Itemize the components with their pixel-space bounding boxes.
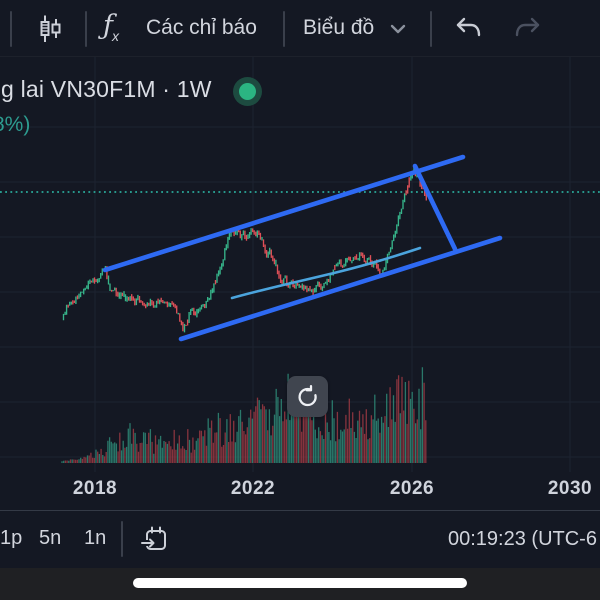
market-status-dot[interactable] xyxy=(233,77,262,106)
candlestick-style-icon xyxy=(40,15,61,42)
indicators-label: Các chỉ báo xyxy=(146,16,257,39)
upper-channel-line[interactable] xyxy=(102,154,466,273)
toolbar-divider xyxy=(283,11,285,47)
toolbar-divider xyxy=(85,11,87,47)
price-chart[interactable] xyxy=(0,57,600,510)
session-clock[interactable]: 00:19:23 (UTC-6 xyxy=(448,528,597,550)
goto-date-button[interactable] xyxy=(138,523,172,557)
x-axis-label: 2030 xyxy=(547,478,593,499)
toolbar-divider xyxy=(430,11,432,47)
system-bottom-strip xyxy=(0,568,600,600)
fx-indicators-icon: ƒx xyxy=(103,10,119,44)
top-toolbar: ƒx Các chỉ báo Biểu đồ xyxy=(0,0,600,57)
interval-button-1n[interactable]: 1n xyxy=(84,527,107,549)
bottom-toolbar: 1p 5n 1n 00:19:23 (UTC-6 xyxy=(0,511,600,568)
undo-button[interactable] xyxy=(452,14,484,44)
market-status-dot-core xyxy=(239,83,256,100)
symbol-title[interactable]: g lai VN30F1M · 1W xyxy=(1,76,212,102)
reset-view-icon xyxy=(297,384,317,406)
home-indicator[interactable] xyxy=(133,578,467,588)
redo-icon xyxy=(515,17,540,37)
calendar-goto-date-icon xyxy=(141,526,166,550)
interval-button-5n[interactable]: 5n xyxy=(39,527,62,549)
candlestick-style-button[interactable] xyxy=(34,12,66,46)
reset-chart-button[interactable] xyxy=(287,376,328,417)
toolbar-divider xyxy=(121,521,123,557)
chart-dropdown-label: Biểu đồ xyxy=(303,16,375,39)
redo-button[interactable] xyxy=(512,14,544,44)
x-axis-label: 2026 xyxy=(389,478,435,499)
price-change-text: 8%) xyxy=(0,113,31,136)
steep-trend-line[interactable] xyxy=(412,163,458,252)
lower-channel-line[interactable] xyxy=(178,235,503,342)
axis-separator xyxy=(0,510,600,511)
interval-button-1p[interactable]: 1p xyxy=(0,527,23,549)
x-axis-label: 2022 xyxy=(230,478,276,499)
undo-icon xyxy=(456,17,481,37)
x-axis-label: 2018 xyxy=(72,478,118,499)
toolbar-divider xyxy=(10,11,12,47)
chevron-down-icon xyxy=(390,24,406,34)
